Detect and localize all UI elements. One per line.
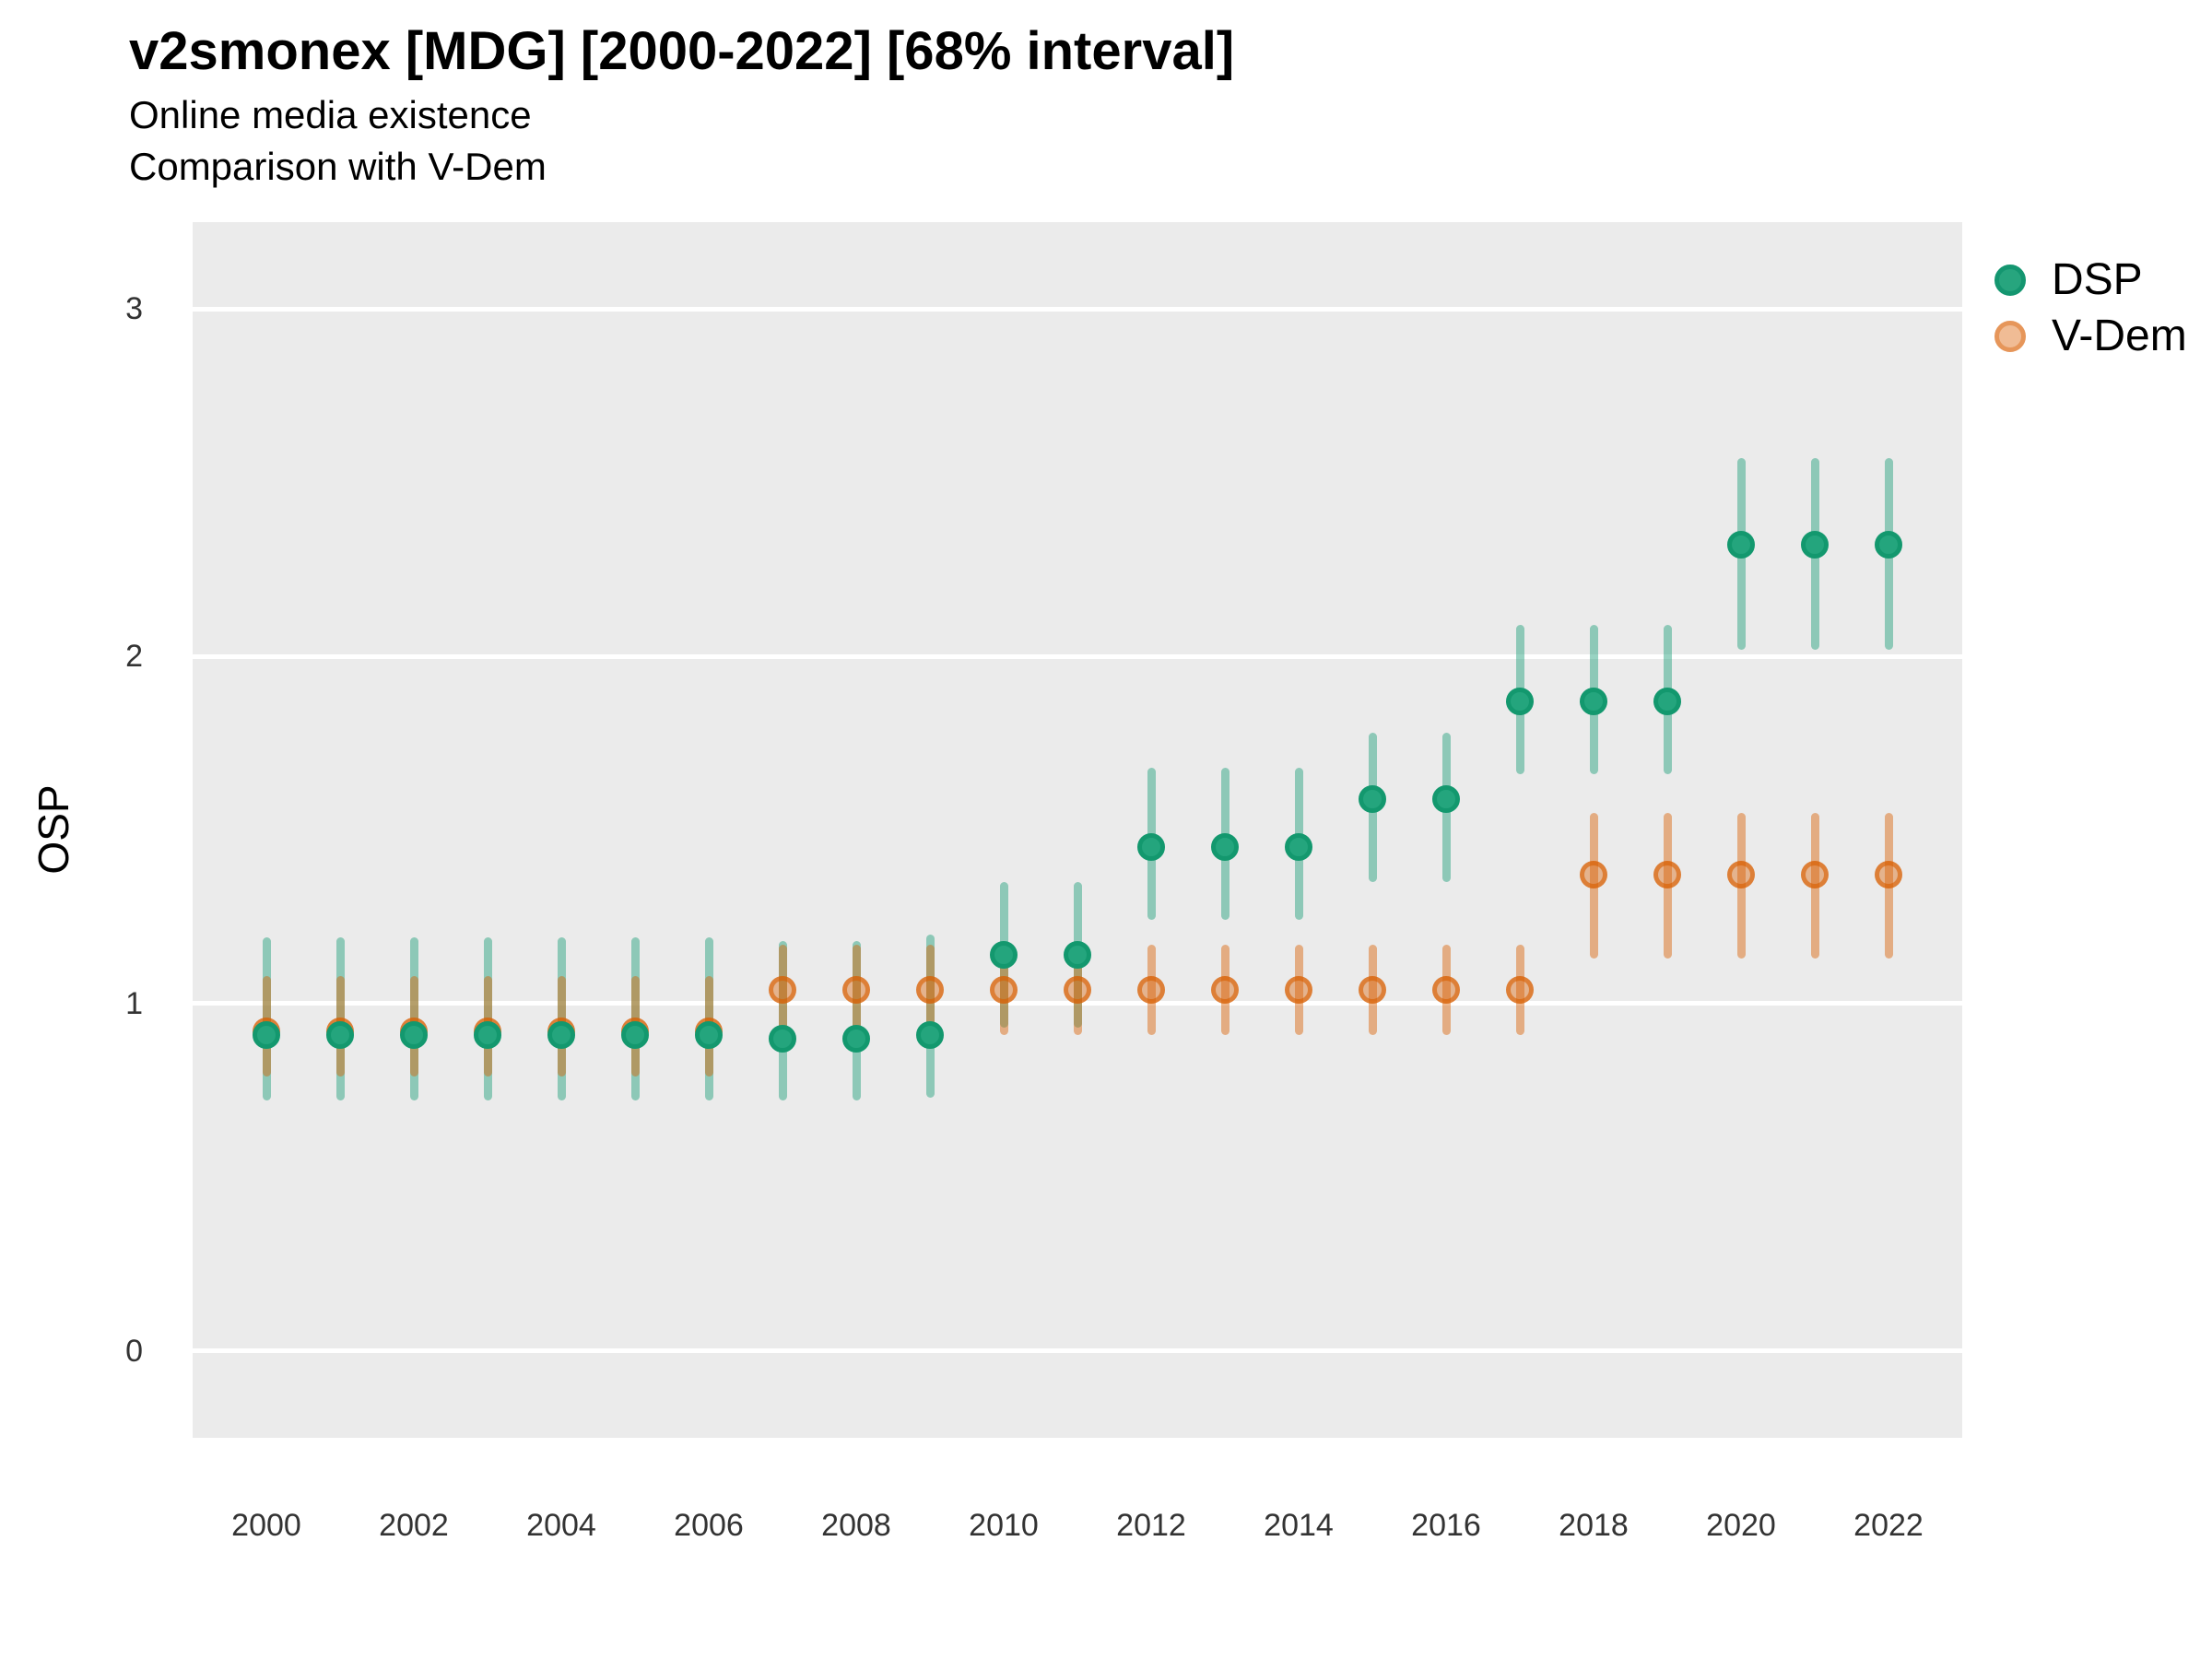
y-tick-label-0: 0	[125, 1333, 143, 1369]
v-dem-point-2020	[1727, 861, 1755, 889]
x-tick-label-2008: 2008	[821, 1508, 891, 1543]
x-tick-label-2020: 2020	[1706, 1508, 1776, 1543]
v-dem-point-2021	[1801, 861, 1829, 889]
dsp-legend-swatch-icon	[1994, 264, 2026, 296]
dsp-point-2000	[253, 1020, 280, 1049]
gridline-y-3	[193, 306, 1962, 312]
v-dem-point-2014	[1285, 975, 1312, 1004]
dsp-point-2017	[1506, 688, 1534, 716]
dsp-point-2008	[842, 1024, 870, 1053]
x-tick-label-2000: 2000	[231, 1508, 301, 1543]
y-tick-label-3: 3	[125, 291, 143, 327]
y-axis-title: OSP	[29, 784, 77, 875]
dsp-point-2020	[1727, 531, 1755, 559]
dsp-point-2004	[547, 1020, 575, 1049]
dsp-point-2011	[1064, 941, 1091, 970]
v-dem-point-2015	[1359, 975, 1386, 1004]
v-dem-point-2011	[1064, 975, 1091, 1004]
y-tick-label-1: 1	[125, 985, 143, 1021]
y-tick-label-2: 2	[125, 639, 143, 675]
dsp-point-2014	[1285, 833, 1312, 862]
dsp-point-2009	[916, 1020, 944, 1049]
gridline-y-1	[193, 1001, 1962, 1006]
chart-subtitle-line2: Comparison with V-Dem	[129, 145, 547, 188]
dsp-point-2018	[1580, 688, 1607, 716]
dsp-point-2022	[1875, 531, 1902, 559]
dsp-point-2019	[1653, 688, 1681, 716]
dsp-point-2016	[1432, 784, 1460, 813]
dsp-point-2002	[400, 1020, 428, 1049]
v-dem-point-2022	[1875, 861, 1902, 889]
v-dem-point-2007	[769, 975, 796, 1004]
v-dem-point-2016	[1432, 975, 1460, 1004]
dsp-point-2010	[990, 941, 1018, 970]
x-tick-label-2022: 2022	[1853, 1508, 1924, 1543]
dsp-point-2012	[1137, 833, 1165, 862]
dsp-interval-bar-2008	[852, 941, 861, 1101]
legend-item-vdem: V-Dem	[1994, 311, 2187, 361]
x-tick-label-2004: 2004	[526, 1508, 596, 1543]
dsp-point-2021	[1801, 531, 1829, 559]
v-dem-point-2013	[1211, 975, 1239, 1004]
x-tick-label-2002: 2002	[379, 1508, 449, 1543]
dsp-point-2006	[695, 1020, 723, 1049]
dsp-point-2015	[1359, 784, 1386, 813]
plot-panel	[193, 222, 1962, 1438]
legend-label-vdem: V-Dem	[2052, 312, 2187, 360]
x-tick-label-2016: 2016	[1411, 1508, 1481, 1543]
chart-title: v2smonex [MDG] [2000-2022] [68% interval…	[129, 21, 1235, 81]
v-dem-point-2012	[1137, 975, 1165, 1004]
v-dem-point-2008	[842, 975, 870, 1004]
v-dem-point-2017	[1506, 975, 1534, 1004]
dsp-point-2013	[1211, 833, 1239, 862]
x-tick-label-2014: 2014	[1264, 1508, 1334, 1543]
dsp-interval-bar-2007	[778, 941, 787, 1101]
v-dem-point-2010	[990, 975, 1018, 1004]
v-dem-point-2018	[1580, 861, 1607, 889]
legend-item-dsp: DSP	[1994, 254, 2143, 305]
chart-subtitle: Online media existence	[129, 93, 532, 136]
dsp-point-2003	[474, 1020, 501, 1049]
dsp-point-2005	[621, 1020, 649, 1049]
dsp-interval-bar-2009	[925, 934, 935, 1098]
v-dem-point-2019	[1653, 861, 1681, 889]
dsp-point-2007	[769, 1024, 796, 1053]
x-tick-label-2012: 2012	[1116, 1508, 1186, 1543]
gridline-y-0	[193, 1348, 1962, 1354]
legend-label-dsp: DSP	[2052, 255, 2143, 304]
dsp-point-2001	[326, 1020, 354, 1049]
x-tick-label-2010: 2010	[969, 1508, 1039, 1543]
gridline-y-2	[193, 653, 1962, 659]
x-tick-label-2018: 2018	[1559, 1508, 1629, 1543]
x-tick-label-2006: 2006	[674, 1508, 744, 1543]
v-dem-point-2009	[916, 975, 944, 1004]
vdem-legend-swatch-icon	[1994, 320, 2026, 352]
